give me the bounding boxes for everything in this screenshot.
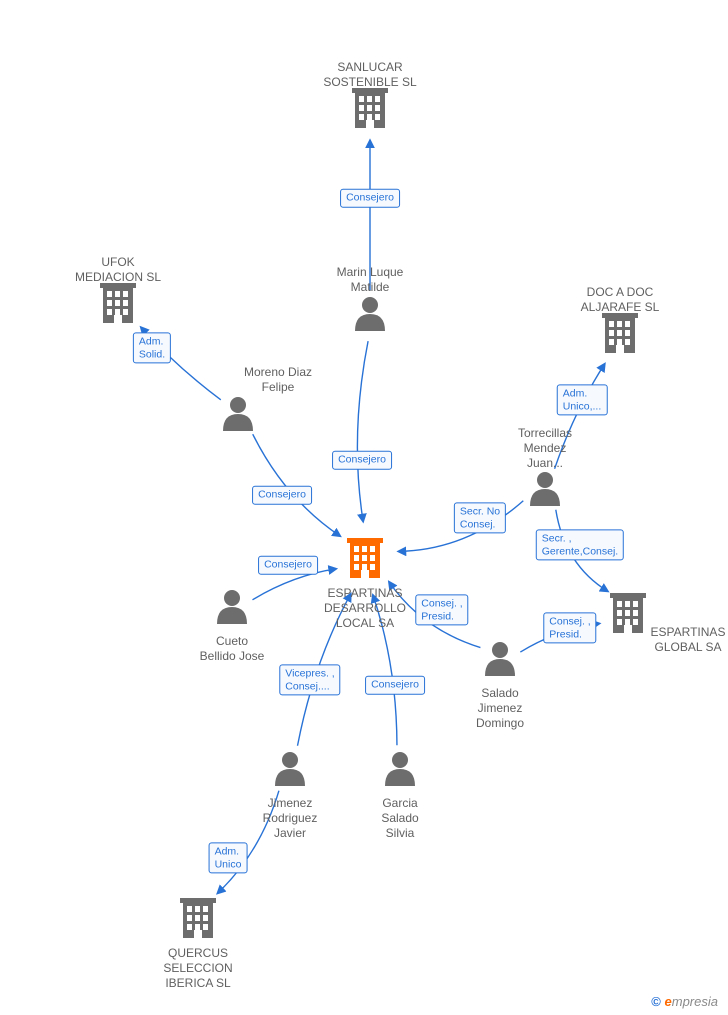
edge-label: Consej. , Presid. [543,612,596,643]
person-icon [217,590,247,624]
node-label: TorrecillasMendezJuan... [485,422,605,471]
edge-label: Consejero [258,556,318,575]
node-label: ESPARTINASGLOBAL SA [628,621,728,655]
node-label: DOC A DOCALJARAFE SL [560,281,680,315]
edge-label: Consejero [332,451,392,470]
edge-label: Adm. Solid. [133,332,171,363]
network-canvas [0,0,728,1015]
brand-rest: mpresia [672,994,718,1009]
footer-credit: © empresia [651,994,718,1009]
edge-label: Adm. Unico,... [557,384,608,415]
building-icon [602,313,638,353]
edge-label: Consejero [365,676,425,695]
building-icon [100,283,136,323]
person-icon [355,297,385,331]
edge [357,341,368,521]
edge-label: Adm. Unico [209,842,248,873]
building-icon [347,538,383,578]
building-icon [352,88,388,128]
person-icon [385,752,415,786]
person-icon [223,397,253,431]
node-label: QUERCUSSELECCIONIBERICA SL [138,942,258,991]
edge-label: Secr. No Consej. [454,502,506,533]
edge-label: Consejero [340,189,400,208]
node-label: UFOKMEDIACION SL [58,251,178,285]
edge-label: Secr. , Gerente,Consej. [536,529,624,560]
node-label: ESPARTINASDESARROLLOLOCAL SA [305,582,425,631]
node-label: SANLUCARSOSTENIBLE SL [310,56,430,90]
node-label: Marin LuqueMatilde [310,261,430,295]
edge-layer [141,140,608,893]
node-label: GarciaSaladoSilvia [340,792,460,841]
copyright-symbol: © [651,994,661,1009]
node-label: SaladoJimenezDomingo [440,682,560,731]
node-label: JimenezRodriguezJavier [230,792,350,841]
person-icon [485,642,515,676]
edge-label: Vicepres. , Consej.... [279,664,340,695]
person-icon [275,752,305,786]
edge-label: Consejero [252,486,312,505]
brand-e: e [665,994,672,1009]
person-icon [530,472,560,506]
node-label: CuetoBellido Jose [172,630,292,664]
building-icon [180,898,216,938]
node-label: Moreno DiazFelipe [218,361,338,395]
